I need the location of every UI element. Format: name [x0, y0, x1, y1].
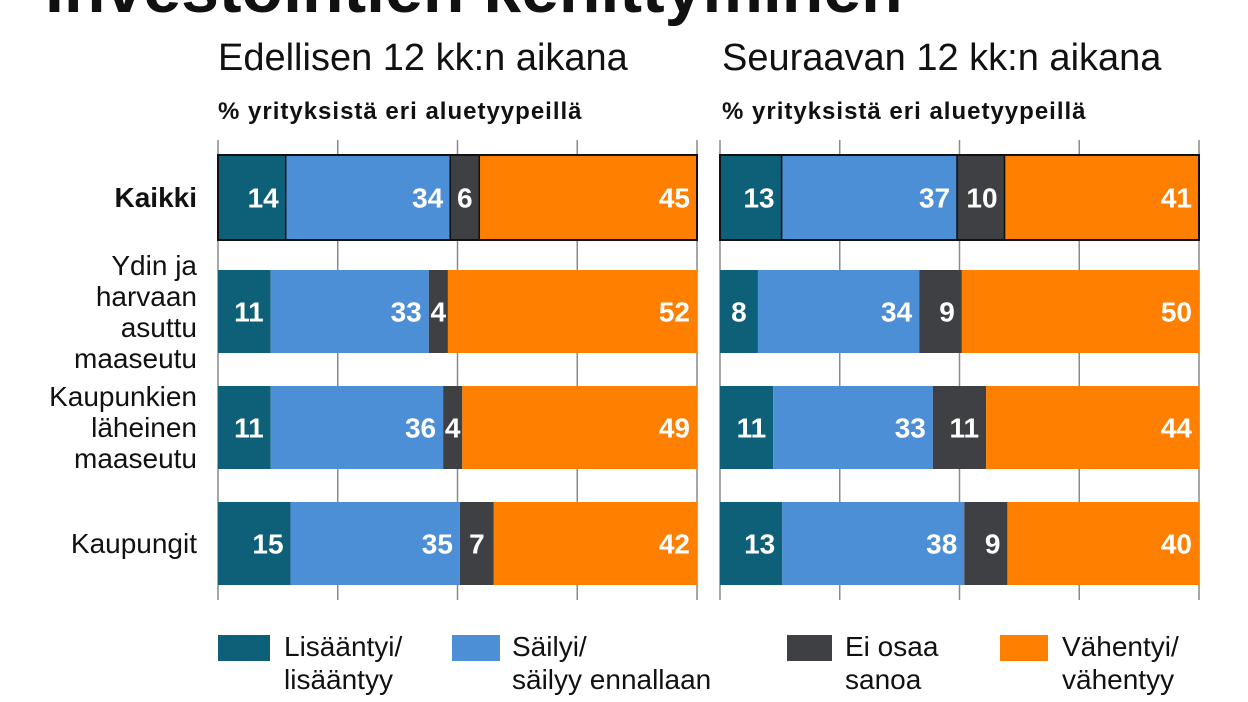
bar-segment [290, 502, 460, 585]
bar-segment [720, 502, 783, 585]
value-label: 11 [737, 413, 767, 444]
value-label: 11 [234, 413, 264, 444]
legend-swatch-ei-osaa [787, 635, 832, 661]
value-label: 33 [895, 413, 926, 444]
right-panel-subtitle: % yrityksistä eri aluetyypeillä [722, 98, 1087, 125]
bar-segment [443, 386, 463, 469]
bar-segment [932, 386, 987, 469]
value-label: 6 [457, 183, 473, 214]
bar-segment [1003, 154, 1200, 241]
category-label-row: Kaupunkien läheinen maaseutu [20, 381, 197, 474]
bar-segment [447, 270, 697, 353]
value-label: 14 [248, 183, 280, 214]
left-panel-title: Edellisen 12 kk:n aikana [218, 37, 628, 79]
value-label: 10 [966, 183, 997, 214]
bar-segment [986, 386, 1199, 469]
bar-frame [719, 154, 1200, 241]
category-label: Ydin ja harvaan asuttu maaseutu [74, 249, 197, 374]
value-label: 9 [985, 529, 1001, 560]
bar-segment [459, 502, 494, 585]
bar-segment [1007, 502, 1199, 585]
value-label: 49 [659, 413, 690, 444]
value-label: 13 [743, 183, 774, 214]
bar-frame [217, 154, 698, 241]
bar-segment [719, 154, 783, 241]
bar-segment [773, 386, 933, 469]
value-label: 11 [950, 413, 980, 444]
bar-segment [270, 270, 429, 353]
value-label: 9 [939, 297, 955, 328]
bar-segment [720, 270, 758, 353]
bar-segment [964, 502, 1008, 585]
value-label: 44 [1161, 413, 1193, 444]
value-label: 34 [412, 183, 444, 214]
value-label: 33 [391, 297, 422, 328]
chart-main-title: Investointien kehittyminen [45, 0, 903, 23]
right-stacked-bar-plot: 13 37 10 41 8 34 9 50 11 33 11 44 13 38 9 40 [719, 140, 1200, 600]
value-label: 52 [659, 297, 690, 328]
category-label-row: Kaupungit [20, 502, 197, 585]
value-label: 45 [659, 183, 690, 214]
value-label: 35 [422, 529, 453, 560]
legend-label-ei-osaa: Ei osaa sanoa [845, 631, 939, 695]
legend-swatch-sailyi [452, 635, 500, 661]
bar-segment [217, 154, 287, 241]
bar-segment [961, 270, 1199, 353]
legend-label-lisaantyi: Lisääntyi/ lisääntyy [284, 631, 403, 695]
legend-label-sailyi: Säilyi/ säilyy ennallaan [512, 631, 712, 695]
legend-swatch-lisaantyi [218, 635, 270, 661]
bar-segment [462, 386, 697, 469]
right-panel-title: Seuraavan 12 kk:n aikana [722, 37, 1162, 79]
value-label: 13 [744, 529, 775, 560]
category-label: Kaupunkien läheinen maaseutu [49, 381, 197, 474]
value-label: 41 [1161, 183, 1192, 214]
legend-swatch-vahentyi [1000, 635, 1048, 661]
bar-segment [270, 386, 444, 469]
value-label: 42 [659, 529, 690, 560]
legend-label-vahentyi: Vähentyi/ vähentyy [1062, 631, 1179, 695]
category-label: Kaikki [114, 182, 198, 213]
bar-segment [919, 270, 962, 353]
value-label: 7 [469, 529, 485, 560]
bar-segment [218, 502, 291, 585]
value-label: 8 [731, 297, 747, 328]
bar-segment [782, 502, 965, 585]
bar-segment [428, 270, 448, 353]
bar-segment [493, 502, 697, 585]
bar-segment [218, 386, 271, 469]
value-label: 34 [881, 297, 913, 328]
bar-segment [757, 270, 920, 353]
category-label: Kaupungit [70, 528, 197, 559]
value-label: 4 [445, 413, 461, 444]
category-label-row: Kaikki [20, 155, 198, 240]
value-label: 11 [234, 297, 264, 328]
category-label-row: Ydin ja harvaan asuttu maaseutu [20, 250, 197, 374]
value-label: 15 [252, 529, 283, 560]
value-label: 4 [431, 297, 447, 328]
value-label: 38 [926, 529, 957, 560]
value-label: 37 [919, 183, 950, 214]
value-label: 50 [1161, 297, 1192, 328]
value-label: 40 [1161, 529, 1192, 560]
left-panel-subtitle: % yrityksistä eri aluetyypeillä [218, 98, 583, 125]
bar-segment [218, 270, 271, 353]
value-label: 36 [405, 413, 436, 444]
left-stacked-bar-plot: 14 34 6 45 11 33 4 52 11 36 4 49 15 35 7 42 [217, 140, 698, 600]
bar-segment [720, 386, 774, 469]
